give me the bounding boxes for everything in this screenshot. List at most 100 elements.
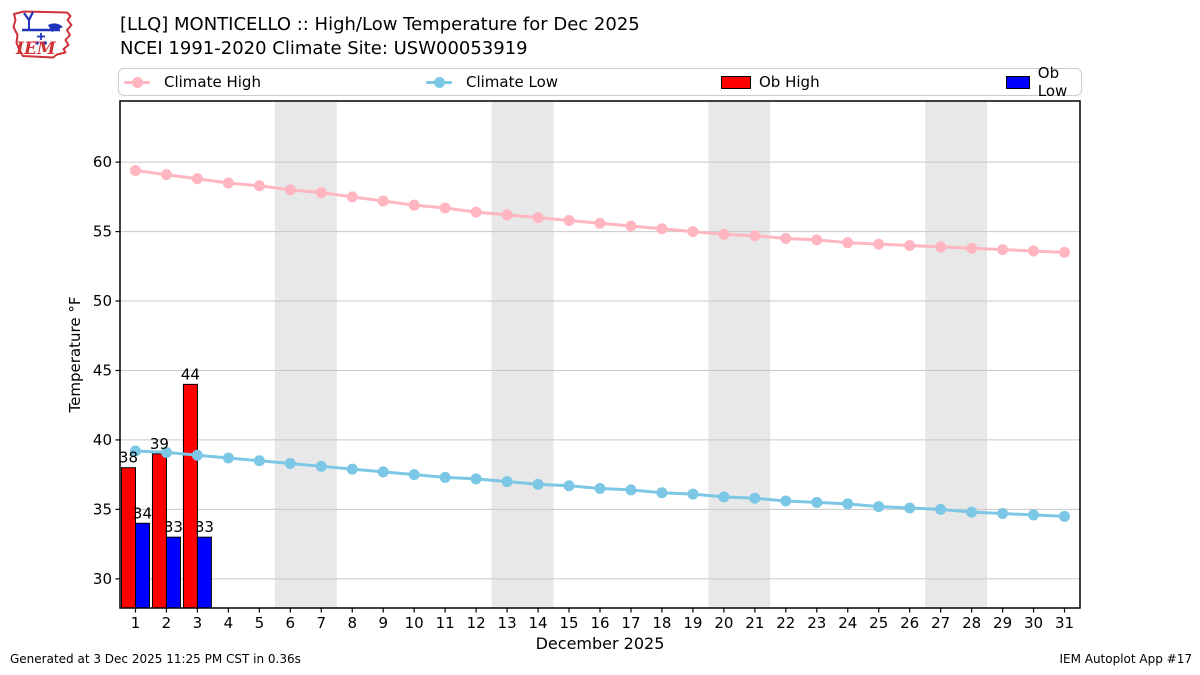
climate-low-marker [160, 446, 172, 458]
x-tick-label: 30 [1024, 614, 1043, 632]
weekend-band [925, 101, 988, 608]
ob-low-bar [134, 522, 150, 609]
x-tick-label: 14 [529, 614, 548, 632]
climate-high-marker [842, 237, 854, 249]
ob-low-patch-swatch [1006, 75, 1030, 89]
climate-low-marker [997, 508, 1009, 520]
climate-high-marker [594, 217, 606, 229]
climate-low-marker [718, 491, 730, 503]
climate-high-marker [873, 238, 885, 250]
x-tick-label: 20 [714, 614, 733, 632]
climate-high-marker [315, 187, 327, 199]
climate-low-marker [811, 496, 823, 508]
climate-high-marker [1059, 246, 1071, 258]
climate-low-marker [408, 469, 420, 481]
footer-generated: Generated at 3 Dec 2025 11:25 PM CST in … [10, 652, 301, 666]
legend-item-ob-high: Ob High [721, 69, 820, 95]
climate-high-marker [253, 180, 265, 192]
x-tick-label: 10 [405, 614, 424, 632]
weekend-band [491, 101, 554, 608]
climate-high-marker [439, 202, 451, 214]
climate-high-marker [532, 212, 544, 224]
climate-high-marker [966, 242, 978, 254]
x-tick-label: 8 [347, 614, 357, 632]
climate-low-marker [191, 449, 203, 461]
x-tick-label: 6 [286, 614, 296, 632]
climate-high-marker [191, 173, 203, 185]
page-subtitle: NCEI 1991-2020 Climate Site: USW00053919 [120, 38, 528, 59]
climate-high-marker [408, 199, 420, 211]
bar-value-label: 33 [195, 518, 214, 536]
climate-low-marker [284, 458, 296, 470]
bar-value-label: 34 [133, 504, 152, 522]
climate-low-marker [470, 473, 482, 485]
logo-dot [35, 41, 39, 45]
x-tick-label: 27 [931, 614, 950, 632]
ob-high-patch-swatch [721, 75, 751, 89]
legend-item-climate-low: Climate Low [426, 69, 558, 95]
chart-header: [LLQ] MONTICELLO :: High/Low Temperature… [120, 13, 640, 61]
climate-low-marker [501, 476, 513, 488]
climate-high-marker [811, 234, 823, 246]
x-tick-label: 7 [317, 614, 327, 632]
logo-dot [43, 41, 47, 45]
climate-low-line-swatch [426, 76, 452, 88]
climate-low-marker [346, 463, 358, 475]
climate-high-marker [160, 169, 172, 181]
x-tick-label: 22 [776, 614, 795, 632]
climate-high-marker [346, 191, 358, 203]
climate-low-marker [904, 502, 916, 514]
ob-high-bar [182, 383, 198, 609]
climate-high-marker [997, 244, 1009, 256]
legend-item-ob-low: Ob Low [1006, 64, 1081, 100]
climate-low-marker [656, 487, 668, 499]
y-tick-label: 35 [93, 500, 112, 518]
climate-high-marker [625, 220, 637, 232]
bar-value-label: 38 [119, 449, 138, 467]
climate-high-marker [656, 223, 668, 235]
bar-value-label: 44 [181, 365, 200, 383]
legend-item-climate-high: Climate High [124, 69, 261, 95]
y-tick-label: 45 [93, 361, 112, 379]
legend-label: Ob Low [1037, 64, 1068, 100]
ob-high-bar [120, 467, 136, 609]
bar-value-label: 33 [164, 518, 183, 536]
climate-low-marker [935, 503, 947, 515]
x-tick-label: 31 [1055, 614, 1074, 632]
climate-low-marker [780, 495, 792, 507]
y-tick-label: 40 [93, 431, 112, 449]
x-tick-label: 28 [962, 614, 981, 632]
logo-weathervane-icon [22, 11, 63, 40]
logo-iem-text: IEM [15, 39, 57, 59]
climate-high-marker [284, 184, 296, 196]
climate-high-marker [718, 228, 730, 240]
climate-low-marker [222, 452, 234, 464]
x-tick-label: 25 [869, 614, 888, 632]
x-tick-label: 17 [621, 614, 640, 632]
x-tick-label: 4 [224, 614, 234, 632]
climate-low-marker [377, 466, 389, 478]
climate-low-marker [749, 492, 761, 504]
climate-low-marker [439, 471, 451, 483]
climate-low-marker [253, 455, 265, 467]
iem-logo: IEM [12, 10, 73, 59]
climate-high-marker [749, 230, 761, 242]
x-tick-label: 9 [378, 614, 388, 632]
footer-app: IEM Autoplot App #17 [1059, 652, 1192, 666]
x-tick-label: 5 [255, 614, 265, 632]
climate-high-marker [687, 226, 699, 238]
climate-low-marker [563, 480, 575, 492]
x-tick-label: 3 [193, 614, 203, 632]
x-tick-label: 18 [652, 614, 671, 632]
climate-low-marker [625, 484, 637, 496]
y-tick-label: 50 [93, 292, 112, 310]
legend: Climate High Climate Low Ob High Ob Low [118, 64, 1082, 100]
climate-high-line-swatch [124, 76, 150, 88]
climate-low-marker [842, 498, 854, 510]
climate-high-marker [501, 209, 513, 221]
legend-label: Climate High [164, 73, 261, 91]
weekend-band [708, 101, 771, 608]
climate-low-marker [966, 506, 978, 518]
